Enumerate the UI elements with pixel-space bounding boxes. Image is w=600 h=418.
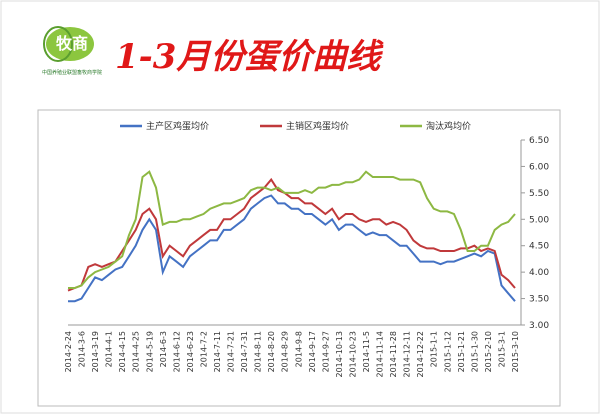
y-tick-label: 6.00 xyxy=(529,162,549,172)
y-tick-label: 4.50 xyxy=(529,242,549,252)
x-tick-label: 2014-7-31 xyxy=(240,331,249,372)
series-line xyxy=(68,170,516,289)
x-tick-label: 2014-11-5 xyxy=(362,331,371,372)
x-tick-label: 2015-3-10 xyxy=(511,331,520,372)
x-tick-label: 2014-9-8 xyxy=(294,331,303,367)
logo-ring xyxy=(43,26,73,62)
chart-frame xyxy=(37,109,561,407)
x-tick-label: 2014-12-22 xyxy=(416,331,425,378)
x-tick-label: 2014-10-13 xyxy=(335,331,344,378)
x-tick-label: 2015-1-21 xyxy=(457,331,466,372)
y-tick-label: 3.50 xyxy=(529,295,549,305)
x-tick-label: 2014-9-27 xyxy=(321,331,330,372)
x-tick-label: 2014-8-20 xyxy=(267,331,276,372)
logo-badge xyxy=(46,27,94,61)
y-tick-label: 6.50 xyxy=(529,136,549,146)
x-tick-label: 2014-7-2 xyxy=(199,331,208,367)
x-tick-label: 2014-6-23 xyxy=(186,331,195,372)
x-tick-label: 2014-6-12 xyxy=(172,331,181,372)
x-tick-label: 2014-7-21 xyxy=(227,331,236,372)
x-tick-label: 2014-11-28 xyxy=(389,331,398,378)
slide-title: 1-3月份蛋价曲线 xyxy=(115,37,384,77)
logo-text: 牧商 xyxy=(56,34,88,53)
x-tick-label: 2014-6-3 xyxy=(159,331,168,367)
x-tick-label: 2014-12-11 xyxy=(403,331,412,378)
series-line xyxy=(68,194,516,303)
y-tick-label: 5.50 xyxy=(529,189,549,199)
x-tick-label: 2014-4-15 xyxy=(118,331,127,372)
x-tick-label: 2014-4-25 xyxy=(132,331,141,372)
x-tick-label: 2015-1-12 xyxy=(443,331,452,372)
x-tick-label: 2014-11-14 xyxy=(376,331,385,378)
y-tick-label: 3.00 xyxy=(529,321,549,331)
legend-label: 主销区鸡蛋均价 xyxy=(286,120,349,132)
x-tick-label: 2014-10-23 xyxy=(348,331,357,378)
x-tick-label: 2015-3-1 xyxy=(497,331,506,367)
x-tick-label: 2014-2-24 xyxy=(64,331,73,372)
x-tick-label: 2015-2-10 xyxy=(484,331,493,372)
x-tick-label: 2014-8-29 xyxy=(281,331,290,372)
x-tick-label: 2015-1-1 xyxy=(430,331,439,367)
x-tick-label: 2015-1-30 xyxy=(470,331,479,372)
x-tick-label: 2014-9-17 xyxy=(308,331,317,372)
x-tick-label: 2014-8-11 xyxy=(254,331,263,372)
x-tick-label: 2014-3-19 xyxy=(91,331,100,372)
legend-label: 淘汰鸡均价 xyxy=(426,120,471,132)
legend-label: 主产区鸡蛋均价 xyxy=(146,120,209,132)
y-tick-label: 4.00 xyxy=(529,268,549,278)
x-tick-label: 2014-4-1 xyxy=(105,331,114,367)
x-tick-label: 2014-3-6 xyxy=(78,331,87,367)
x-tick-label: 2014-7-11 xyxy=(213,331,222,372)
y-tick-label: 5.00 xyxy=(529,215,549,225)
series-line xyxy=(67,177,516,292)
logo-subtitle: 中国养殖业联盟畜牧商学院 xyxy=(42,69,102,76)
x-tick-label: 2014-5-19 xyxy=(145,331,154,372)
